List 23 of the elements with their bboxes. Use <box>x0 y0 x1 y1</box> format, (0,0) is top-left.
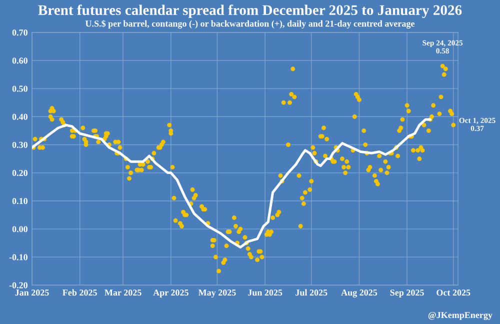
y-tick-label: 0.10 <box>12 198 28 204</box>
y-tick-label: 0.60 <box>12 58 28 64</box>
text: @JKempEnergy <box>428 312 492 320</box>
x-tick-label: Mar 2025 <box>104 290 142 296</box>
y-tick-label: 0.20 <box>12 170 28 176</box>
x-tick-label: Jul 2025 <box>296 289 328 296</box>
x-tick-label: Apr 2025 <box>153 290 188 298</box>
y-tick-label: 0.30 <box>12 142 28 148</box>
y-tick-label: -0.10 <box>9 254 28 260</box>
y-tick-label: 0.70 <box>12 30 28 36</box>
x-tick-label: Jan 2025 <box>15 290 49 296</box>
y-tick-label: 0.50 <box>12 86 28 92</box>
x-tick-label: Sep 2025 <box>390 290 424 298</box>
y-tick-label: 0.40 <box>12 114 28 120</box>
x-tick-label: Feb 2025 <box>62 289 97 296</box>
x-tick-label: Jun 2025 <box>248 290 282 296</box>
y-tick-label: -0.20 <box>9 282 28 288</box>
chart-subtitle: U.S.$ per barrel, contango (-) or backwardation (+), daily and 21-day centred average <box>85 20 415 29</box>
x-tick-label: May 2025 <box>198 290 236 298</box>
x-tick-label: Oct 2025 <box>436 290 470 296</box>
chart-title: Brent futures calendar spread from December 2025 to January 2026 <box>38 4 462 18</box>
x-tick-label: Aug 2025 <box>341 289 378 298</box>
y-tick-label: 0.00 <box>12 226 28 232</box>
